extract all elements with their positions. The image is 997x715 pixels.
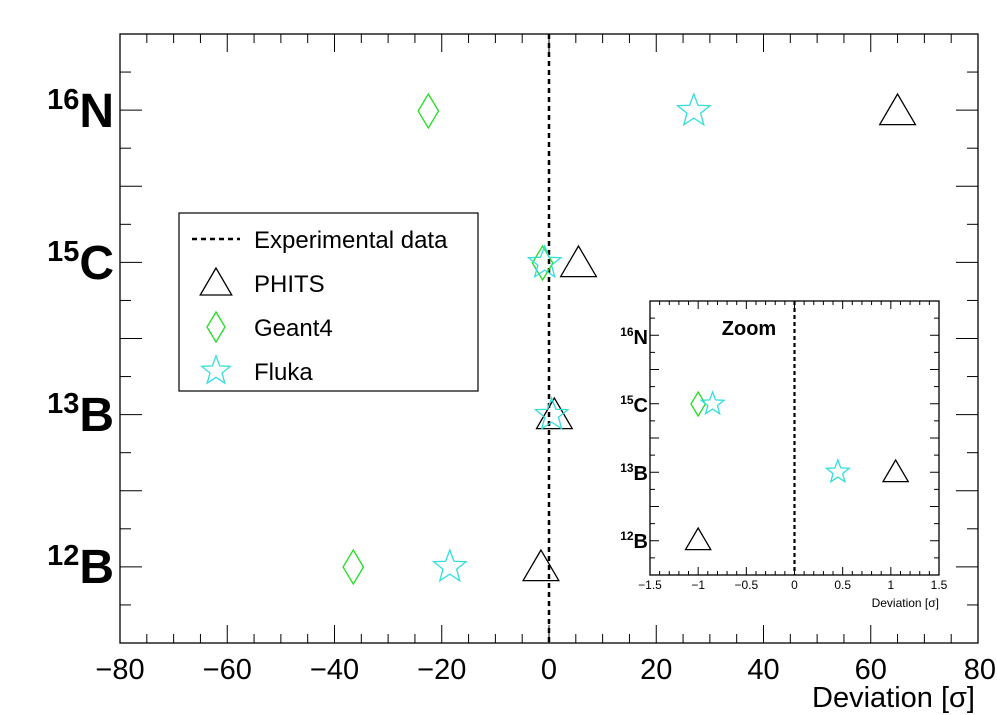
legend-label-experimental-data: Experimental data — [254, 227, 448, 254]
main-point-fluka — [526, 244, 563, 279]
inset-xtick-label: 0.5 — [834, 578, 851, 592]
inset-ylabel-15C: 15C — [620, 393, 648, 417]
legend-label-phits: PHITS — [254, 271, 325, 298]
inset-plot: −1.5 −1 −0.5 0 0.5 1 1.512B13B15C16NDeviation … — [620, 300, 948, 610]
main-xtick-label: 60 — [855, 654, 887, 686]
main-ylabel-element: B — [79, 541, 114, 594]
inset-ylabel-element: C — [634, 395, 648, 417]
main-plot: −80 −60 −40 −20 0 20 40 60 8012B13B15C16NDeviati… — [47, 33, 996, 714]
main-xtick-label: −80 — [95, 654, 144, 686]
inset-ylabel-12B: 12B — [620, 529, 648, 553]
legend-box — [178, 212, 479, 392]
legend-marker-fluka — [199, 354, 233, 385]
legend-label-fluka: Fluka — [254, 359, 313, 386]
inset-ylabel-element: B — [634, 463, 648, 485]
inset-ylabel-mass: 15 — [620, 393, 634, 407]
main-point-phits — [559, 244, 598, 278]
inset-title: Zoom — [722, 318, 776, 340]
main-point-fluka — [533, 396, 570, 431]
main-point-geant4 — [417, 92, 440, 130]
main-ylabel-13B: 13B — [47, 388, 114, 442]
inset-x-axis-label: Deviation [σ] — [872, 596, 939, 610]
inset-ylabel-16N: 16N — [620, 325, 648, 349]
main-ylabel-12B: 12B — [47, 540, 114, 594]
main-xtick-label: −40 — [310, 654, 359, 686]
inset-xtick-label: 1.5 — [931, 578, 948, 592]
inset-ylabel-mass: 16 — [620, 325, 634, 339]
legend-marker-phits — [199, 266, 233, 296]
inset-point-fluka — [699, 390, 726, 416]
inset-ylabel-element: B — [634, 531, 648, 553]
legend: Experimental data PHITS Geant4 Fluka — [178, 212, 479, 392]
inset-ylabel-element: N — [634, 327, 648, 349]
main-xtick-label: 0 — [541, 654, 557, 686]
main-ylabel-16N: 16N — [47, 84, 114, 138]
main-point-geant4 — [342, 548, 365, 586]
main-xtick-label: −60 — [203, 654, 252, 686]
main-point-fluka — [675, 92, 712, 127]
main-ylabel-element: N — [79, 85, 114, 138]
inset-xtick-label: 1 — [887, 578, 894, 592]
main-xtick-label: 80 — [964, 654, 996, 686]
inset-point-phits — [881, 458, 910, 483]
legend-marker-geant4 — [206, 310, 226, 344]
inset-xtick-label: −0.5 — [734, 578, 758, 592]
main-xtick-label: 40 — [747, 654, 779, 686]
main-ylabel-mass: 12 — [47, 540, 79, 572]
main-ylabel-element: C — [79, 237, 114, 290]
main-ylabel-mass: 15 — [47, 236, 79, 268]
inset-xtick-label: −1.5 — [638, 578, 662, 592]
inset-ylabel-mass: 13 — [620, 461, 634, 475]
main-ylabel-element: B — [79, 389, 114, 442]
main-ylabel-mass: 16 — [47, 84, 79, 116]
inset-point-fluka — [824, 458, 852, 484]
main-point-phits — [878, 92, 917, 126]
inset-point-phits — [684, 526, 712, 551]
main-xtick-label: 20 — [640, 654, 672, 686]
inset-ylabel-mass: 12 — [620, 529, 634, 543]
main-point-phits — [521, 548, 560, 582]
legend-label-geant4: Geant4 — [254, 315, 333, 342]
main-ylabel-mass: 13 — [47, 388, 79, 420]
main-point-fluka — [431, 548, 468, 583]
main-x-axis-label: Deviation [σ] — [812, 682, 975, 714]
inset-xtick-label: −1 — [691, 578, 705, 592]
inset-xtick-label: 0 — [791, 578, 798, 592]
main-xtick-label: −20 — [417, 654, 466, 686]
inset-ylabel-13B: 13B — [620, 461, 648, 485]
main-ylabel-15C: 15C — [47, 236, 114, 290]
